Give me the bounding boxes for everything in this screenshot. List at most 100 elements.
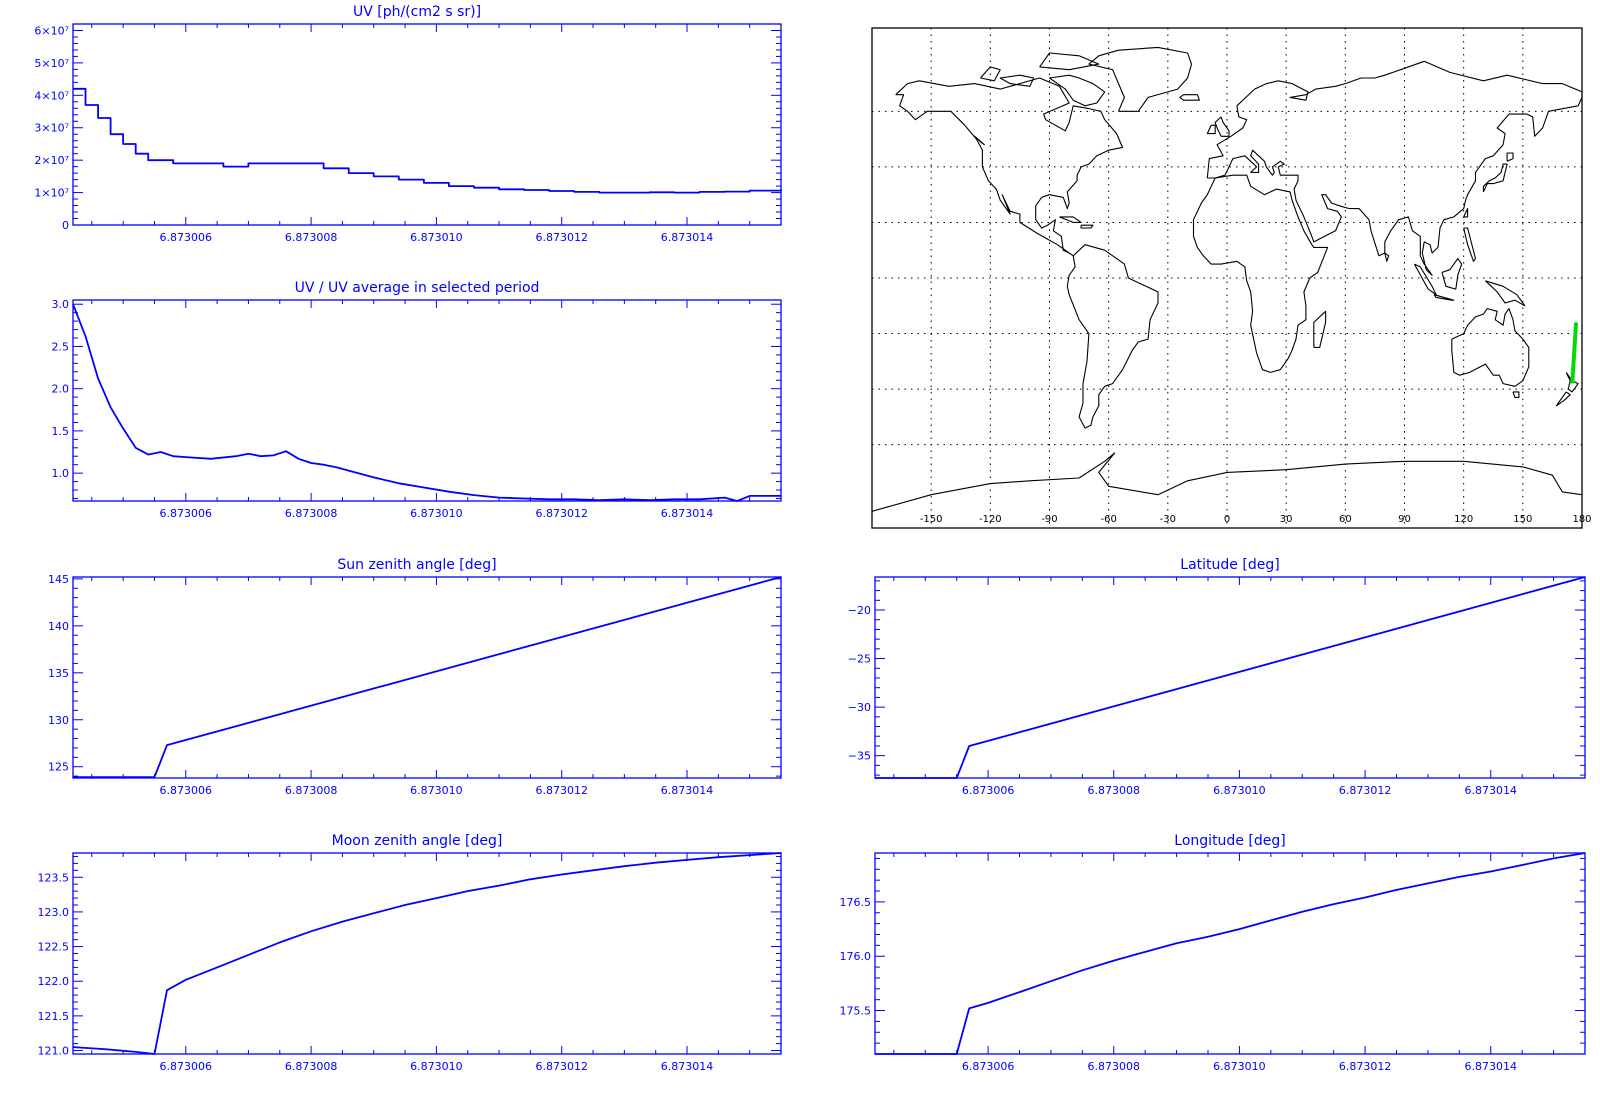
uv-plot-title: UV [ph/(cm2 s sr)]: [353, 4, 481, 20]
coastline: [1080, 224, 1094, 229]
uv-ytick-label: 2×10⁷: [34, 154, 69, 167]
latitude-xtick-label: 6.873014: [1465, 784, 1518, 797]
longitude-frame: [874, 852, 1586, 1055]
moon_zenith-ytick-label: 122.5: [38, 941, 70, 954]
coastline: [1441, 258, 1463, 290]
sun_zenith-ytick-label: 125: [48, 761, 69, 774]
longitude-xtick-label: 6.873012: [1339, 1060, 1392, 1073]
uv-ytick-label: 0: [62, 219, 69, 232]
uv_ratio-xtick-label: 6.873014: [661, 507, 714, 520]
coastline: [974, 135, 985, 146]
coastline: [1048, 74, 1106, 107]
latitude-xtick-label: 6.873006: [962, 784, 1015, 797]
map-lon-tick-label: 0: [1224, 514, 1230, 525]
uv-ytick-label: 3×10⁷: [34, 122, 69, 135]
coastline: [1485, 280, 1526, 307]
coastline: [1206, 60, 1582, 276]
map-lon-tick-label: 180: [1572, 514, 1591, 525]
latitude-ytick-label: −35: [848, 750, 871, 763]
moon_zenith-ytick-label: 123.0: [38, 906, 70, 919]
coastline: [1463, 208, 1469, 218]
coastline: [872, 452, 1582, 512]
coastline: [1206, 124, 1216, 135]
uv-frame: [72, 23, 782, 226]
map-coastlines: [872, 46, 1582, 512]
moon_zenith-xtick-label: 6.873012: [535, 1060, 588, 1073]
longitude-ytick-label: 176.0: [840, 950, 872, 963]
map-frame: [871, 27, 1583, 529]
world-map: -150 -120 -90 -60 -30 0 30 60 90 120 150 180: [871, 27, 1592, 529]
sun_zenith-series-line: [73, 576, 782, 778]
moon-zenith-plot: Moon zenith angle [deg] 6.873006 6.873008…: [38, 833, 782, 1073]
sun_zenith-xtick-label: 6.873014: [661, 784, 714, 797]
uv-xtick-label: 6.873014: [661, 231, 714, 244]
latitude-xtick-label: 6.873008: [1088, 784, 1141, 797]
sun-zenith-plot: Sun zenith angle [deg] 6.873006 6.873008 6…: [48, 557, 782, 797]
satellite-track: [1570, 322, 1578, 384]
coastline: [1192, 174, 1329, 373]
longitude-xtick-label: 6.873006: [962, 1060, 1015, 1073]
map-lon-tick-label: 90: [1398, 514, 1411, 525]
coastline: [1066, 244, 1159, 429]
uv-ytick-label: 5×10⁷: [34, 57, 69, 70]
sun-zenith-plot-title: Sun zenith angle [deg]: [337, 557, 496, 573]
uv-xtick-label: 6.873006: [160, 231, 213, 244]
latitude-xtick-label: 6.873010: [1213, 784, 1266, 797]
sun_zenith-frame: [72, 576, 782, 779]
latitude-xtick-label: 6.873012: [1339, 784, 1392, 797]
longitude-xtick-label: 6.873014: [1465, 1060, 1518, 1073]
map-lon-tick-label: -150: [920, 514, 943, 525]
longitude-series-line: [875, 852, 1586, 1055]
uv_ratio-xtick-label: 6.873010: [410, 507, 463, 520]
uv_ratio-ytick-label: 3.0: [52, 298, 70, 311]
coastline: [1413, 263, 1437, 296]
latitude-plot-title: Latitude [deg]: [1180, 557, 1279, 573]
longitude-plot-title: Longitude [deg]: [1174, 833, 1285, 849]
latitude-series-line: [875, 576, 1586, 779]
uv_ratio-ytick-label: 2.0: [52, 383, 70, 396]
map-lon-tick-label: -60: [1100, 514, 1116, 525]
map-lon-tick-label: -90: [1041, 514, 1057, 525]
latitude-plot: Latitude [deg] 6.873006 6.873008 6.873010 6…: [848, 557, 1586, 797]
uv-xtick-label: 6.873008: [285, 231, 338, 244]
uv_ratio-ytick-label: 1.5: [52, 425, 70, 438]
uv_ratio-xtick-label: 6.873012: [535, 507, 588, 520]
uv_ratio-ytick-label: 1.0: [52, 467, 70, 480]
uv-ratio-plot-title: UV / UV average in selected period: [295, 280, 540, 296]
uv_ratio-frame: [72, 299, 782, 502]
latitude-ytick-label: −25: [848, 653, 871, 666]
longitude-plot: Longitude [deg] 6.873006 6.873008 6.873010…: [840, 833, 1586, 1073]
moon_zenith-ytick-label: 122.0: [38, 975, 70, 988]
longitude-ytick-label: 175.5: [840, 1005, 872, 1018]
moon_zenith-series-line: [72, 852, 782, 1055]
map-lon-tick-label: 120: [1454, 514, 1473, 525]
coastline: [999, 74, 1035, 87]
uv_ratio-ytick-label: 2.5: [52, 340, 70, 353]
coastline: [1214, 116, 1230, 137]
uv-plot: UV [ph/(cm2 s sr)] 6.873006 6.873008 6.873…: [34, 4, 782, 244]
coastline: [1482, 163, 1508, 193]
uv-ratio-plot: UV / UV average in selected period 6.873…: [52, 280, 782, 520]
coastline: [1088, 46, 1193, 112]
latitude-ytick-label: −30: [848, 701, 871, 714]
coastline: [1313, 310, 1327, 348]
sun_zenith-ytick-label: 130: [48, 714, 69, 727]
uv-ytick-label: 1×10⁷: [34, 187, 69, 200]
coastline: [980, 66, 1001, 82]
moon_zenith-xtick-label: 6.873008: [285, 1060, 338, 1073]
uv-ytick-label: 6×10⁷: [34, 24, 69, 37]
longitude-ytick-label: 176.5: [840, 896, 872, 909]
coastline: [1433, 294, 1455, 301]
coastline: [1506, 152, 1514, 162]
map-lon-tick-label: 30: [1280, 514, 1293, 525]
map-lon-tick-label: 150: [1513, 514, 1532, 525]
coastline: [1039, 52, 1100, 71]
longitude-xtick-label: 6.873008: [1088, 1060, 1141, 1073]
coastline: [1179, 94, 1200, 101]
latitude-ytick-label: −20: [848, 604, 871, 617]
sun_zenith-ytick-label: 135: [48, 667, 69, 680]
map-lon-tick-label: -30: [1160, 514, 1176, 525]
uv_ratio-series-line: [72, 303, 781, 502]
coastline: [1059, 216, 1082, 223]
